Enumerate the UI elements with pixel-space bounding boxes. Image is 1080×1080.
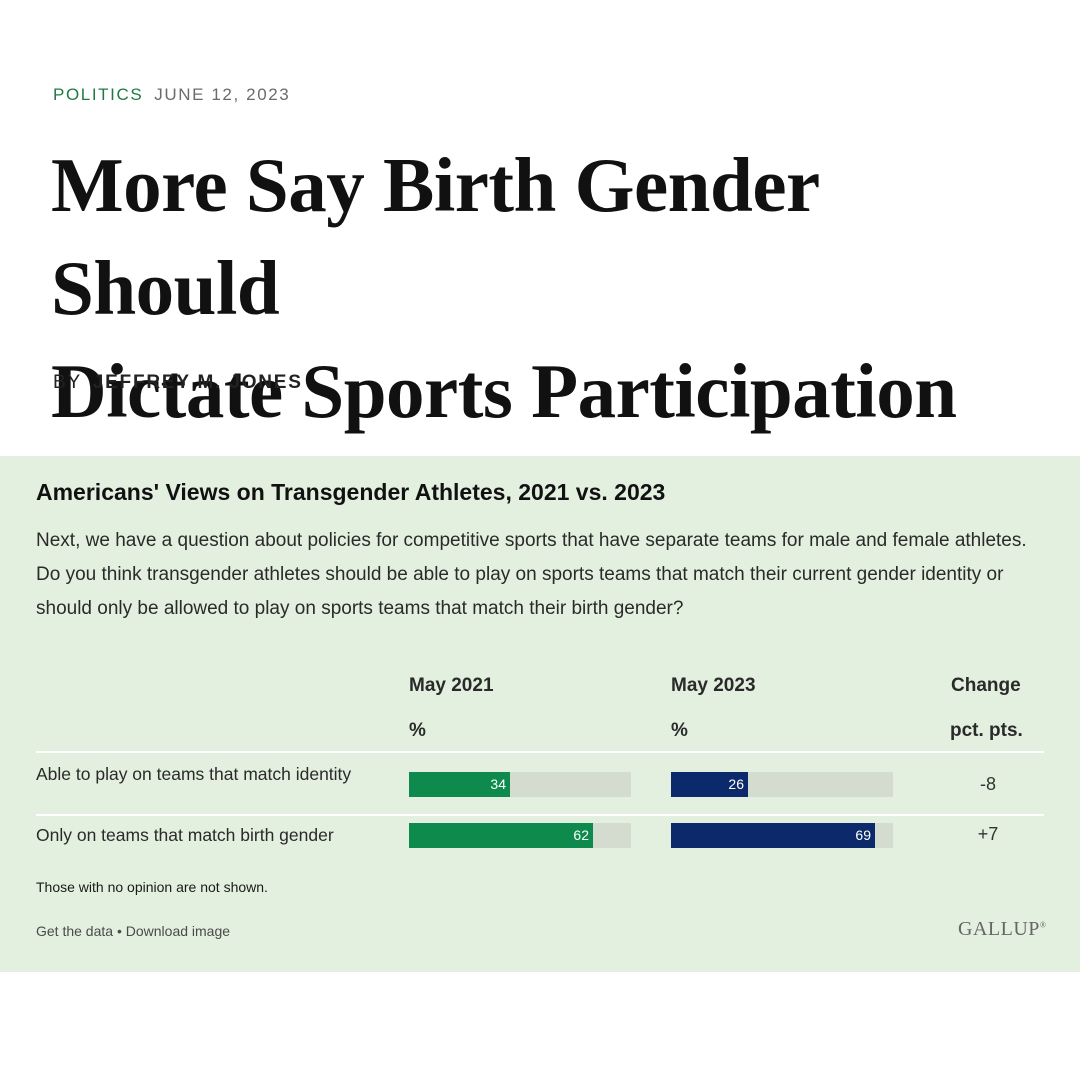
- column-header-change: Change: [951, 675, 1021, 696]
- bar-label-2023-identity: 26: [728, 776, 744, 792]
- headline-line-1: More Say Birth Gender Should: [51, 142, 819, 331]
- logo-text: GALLUP: [958, 918, 1040, 940]
- change-value-identity: -8: [979, 774, 996, 794]
- link-separator: •: [116, 923, 122, 939]
- get-data-link[interactable]: Get the data: [36, 923, 114, 939]
- column-unit-change: pct. pts.: [950, 720, 1023, 741]
- bar-2021-birth-gender: [409, 823, 593, 848]
- bar-track-2021-identity: 34: [409, 772, 631, 797]
- chart-title: Americans' Views on Transgender Athletes…: [36, 479, 666, 505]
- chart-footer-links: Get the data • Download image: [36, 923, 230, 939]
- section-label[interactable]: POLITICS: [53, 85, 144, 104]
- bar-track-2021-birth-gender: 62: [409, 823, 631, 848]
- byline: BY JEFFREY M. JONES: [53, 372, 303, 394]
- column-unit-may2021: %: [409, 720, 426, 741]
- registered-mark: ®: [1039, 920, 1047, 930]
- bar-2021-identity: [409, 772, 510, 797]
- survey-question: Next, we have a question about policies …: [36, 530, 1027, 619]
- bar-2023-birth-gender: [671, 823, 875, 848]
- chart-panel: [0, 456, 1080, 972]
- bar-track-2023-identity: 26: [671, 772, 893, 797]
- row-label-identity: Able to play on teams that match identit…: [36, 764, 352, 784]
- byline-prefix: BY: [53, 372, 82, 393]
- table-divider-top: [36, 751, 1044, 753]
- column-header-may2023: May 2023: [671, 675, 756, 696]
- chart-note: Those with no opinion are not shown.: [36, 879, 268, 895]
- headline-line-2: Dictate Sports Participation: [51, 348, 957, 434]
- bar-label-2021-identity: 34: [490, 776, 506, 792]
- bar-track-2023-birth-gender: 69: [671, 823, 893, 848]
- column-unit-may2023: %: [671, 720, 688, 741]
- row-label-birth-gender: Only on teams that match birth gender: [36, 825, 334, 845]
- article-kicker: POLITICS JUNE 12, 2023: [53, 85, 290, 105]
- bar-2023-identity: [671, 772, 748, 797]
- change-value-birth-gender: +7: [977, 824, 999, 844]
- column-header-may2021: May 2021: [409, 675, 494, 696]
- download-image-link[interactable]: Download image: [125, 923, 231, 939]
- bar-label-2021-birth-gender: 62: [573, 827, 589, 843]
- publish-date: JUNE 12, 2023: [154, 85, 291, 104]
- bar-label-2023-birth-gender: 69: [855, 827, 871, 843]
- article-headline: More Say Birth Gender Should Dictate Spo…: [51, 134, 1061, 443]
- table-divider-mid: [36, 814, 1044, 816]
- gallup-logo[interactable]: GALLUP®: [958, 918, 1046, 941]
- author-name[interactable]: JEFFREY M. JONES: [92, 372, 303, 393]
